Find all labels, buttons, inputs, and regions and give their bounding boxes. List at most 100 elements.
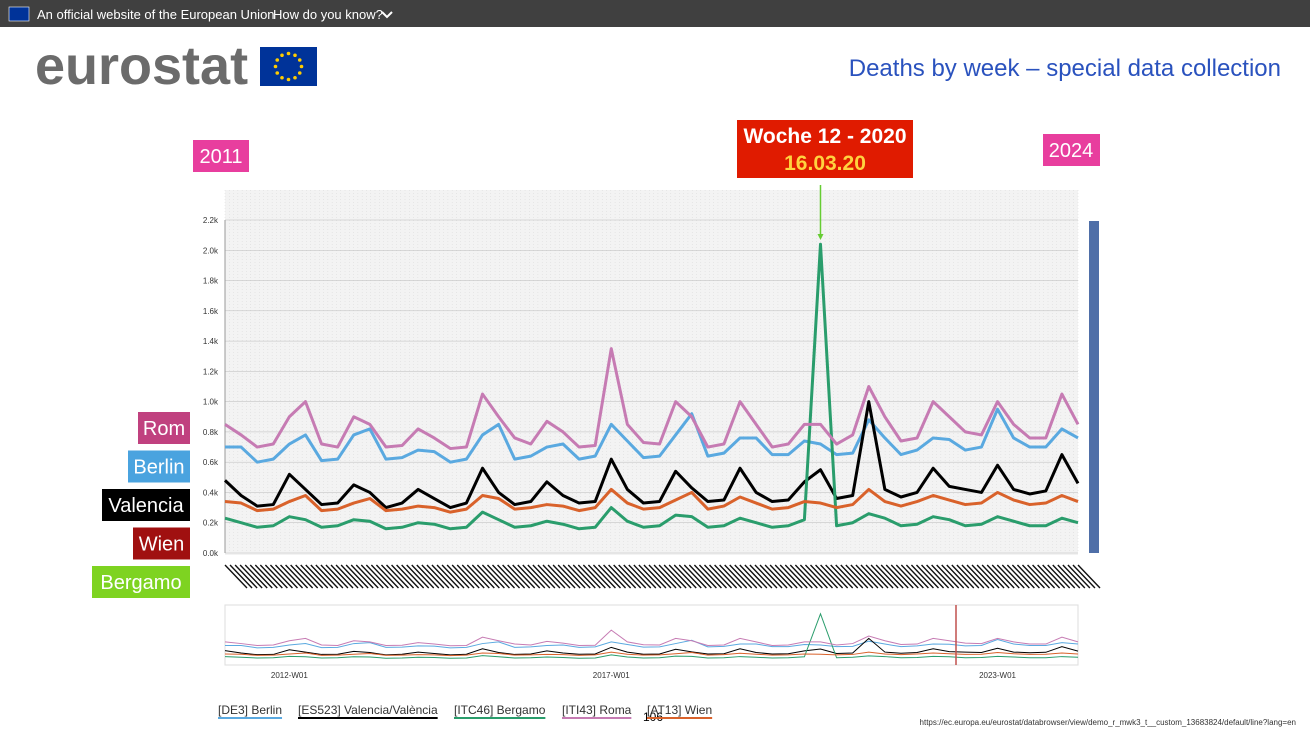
x-tick-clutter — [567, 564, 591, 589]
x-tick-clutter — [1021, 564, 1045, 589]
series-tag: Wien — [139, 534, 185, 556]
x-tick-clutter — [668, 564, 692, 589]
start-year: 2011 — [199, 146, 242, 168]
event-title: Woche 12 - 2020 — [743, 125, 906, 148]
x-tick-clutter — [926, 564, 950, 589]
x-tick-clutter — [638, 564, 662, 589]
event-date: 16.03.20 — [784, 152, 866, 175]
x-tick-clutter — [895, 564, 919, 589]
x-tick-clutter — [921, 564, 945, 589]
x-tick-clutter — [779, 564, 803, 589]
x-tick-clutter — [774, 564, 798, 589]
y-tick-label: 0.6k — [203, 458, 219, 467]
x-tick-clutter — [870, 564, 894, 589]
x-tick-clutter — [719, 564, 743, 589]
x-tick-clutter — [618, 564, 642, 589]
x-tick-clutter — [360, 564, 384, 589]
star — [293, 53, 297, 58]
x-tick-clutter — [461, 564, 485, 589]
legend-entry[interactable]: [ITC46] Bergamo — [454, 703, 546, 717]
y-tick-label: 1.2k — [203, 367, 219, 376]
x-tick-clutter — [915, 564, 939, 589]
x-tick-clutter — [446, 564, 470, 589]
x-tick-clutter — [391, 564, 415, 589]
x-tick-clutter — [476, 564, 500, 589]
x-tick-clutter — [946, 564, 970, 589]
x-tick-clutter — [547, 564, 571, 589]
x-tick-clutter — [744, 564, 768, 589]
legend-entry[interactable]: [DE3] Berlin — [218, 703, 282, 717]
x-tick-clutter — [1037, 564, 1061, 589]
legend-entry[interactable]: [AT13] Wien — [647, 703, 712, 717]
star — [297, 58, 302, 62]
x-tick-clutter — [991, 564, 1015, 589]
x-tick-clutter — [249, 564, 273, 589]
x-tick-clutter — [1016, 564, 1040, 589]
x-tick-clutter — [815, 564, 839, 589]
x-tick-clutter — [789, 564, 813, 589]
navigator — [224, 604, 1079, 666]
star — [275, 71, 280, 75]
logo: eurostat — [35, 36, 248, 96]
banner-link[interactable]: How do you know? — [273, 7, 383, 22]
x-tick-clutter — [592, 564, 616, 589]
x-tick-clutter — [532, 564, 556, 589]
x-tick-clutter — [577, 564, 601, 589]
x-tick-clutter — [986, 564, 1010, 589]
x-tick-clutter — [300, 564, 324, 589]
eu-flag-small — [8, 6, 30, 22]
source-url: https://ec.europa.eu/eurostat/databrowse… — [920, 718, 1296, 727]
eu-banner — [0, 0, 1310, 27]
x-tick-clutter — [597, 564, 622, 589]
y-tick-label: 2.2k — [203, 216, 219, 225]
x-tick-clutter — [633, 564, 657, 589]
x-tick-clutter — [290, 564, 314, 589]
page-title: Deaths by week – special data collection — [849, 55, 1281, 82]
x-tick-clutter — [885, 564, 909, 589]
y-tick-label: 1.6k — [203, 307, 219, 316]
x-tick-clutter — [441, 564, 465, 589]
chevron[interactable] — [381, 11, 393, 19]
series-tag-box — [133, 527, 190, 560]
x-tick-clutter — [1057, 564, 1081, 589]
navigator-tick-label: 2012-W01 — [271, 671, 308, 680]
navigator-line — [224, 651, 1079, 657]
x-tick-clutter — [608, 564, 632, 589]
x-tick-clutter — [749, 564, 773, 589]
navigator-tick-label: 2023-W01 — [979, 671, 1016, 680]
x-tick-clutter — [264, 564, 288, 589]
series-tag-box — [102, 489, 190, 521]
y-tick-label: 1.4k — [203, 337, 219, 346]
x-tick-clutter — [1011, 564, 1035, 589]
x-tick-clutter — [860, 564, 884, 589]
x-tick-clutter — [996, 564, 1020, 589]
x-tick-clutter — [981, 564, 1005, 589]
x-tick-clutter — [471, 564, 495, 589]
star — [275, 58, 280, 62]
eu-stars — [273, 51, 304, 82]
x-tick-clutter — [613, 564, 637, 589]
x-tick-clutter — [850, 564, 874, 589]
x-tick-clutter — [315, 564, 339, 589]
x-tick-clutter — [295, 564, 319, 589]
x-tick-clutter — [542, 564, 566, 589]
x-tick-clutter — [411, 564, 435, 589]
event-arrowhead — [817, 234, 824, 240]
x-tick-clutter — [280, 564, 304, 589]
x-tick-clutter — [456, 564, 480, 589]
x-tick-clutter — [623, 564, 647, 589]
x-tick-clutter — [830, 564, 854, 589]
x-tick-clutter — [703, 564, 728, 589]
x-tick-clutter — [835, 564, 859, 589]
legend-entry[interactable]: [ITI43] Roma — [562, 703, 632, 717]
series-tag-box — [128, 450, 190, 483]
x-tick-clutter — [320, 564, 344, 589]
x-tick-clutter — [658, 564, 682, 589]
navigator-line — [225, 639, 1079, 649]
star — [280, 75, 284, 80]
x-tick-clutter — [951, 564, 975, 589]
x-tick-clutter — [350, 564, 374, 589]
legend-entry[interactable]: [ES523] Valencia/València — [298, 703, 438, 717]
star — [280, 53, 284, 58]
